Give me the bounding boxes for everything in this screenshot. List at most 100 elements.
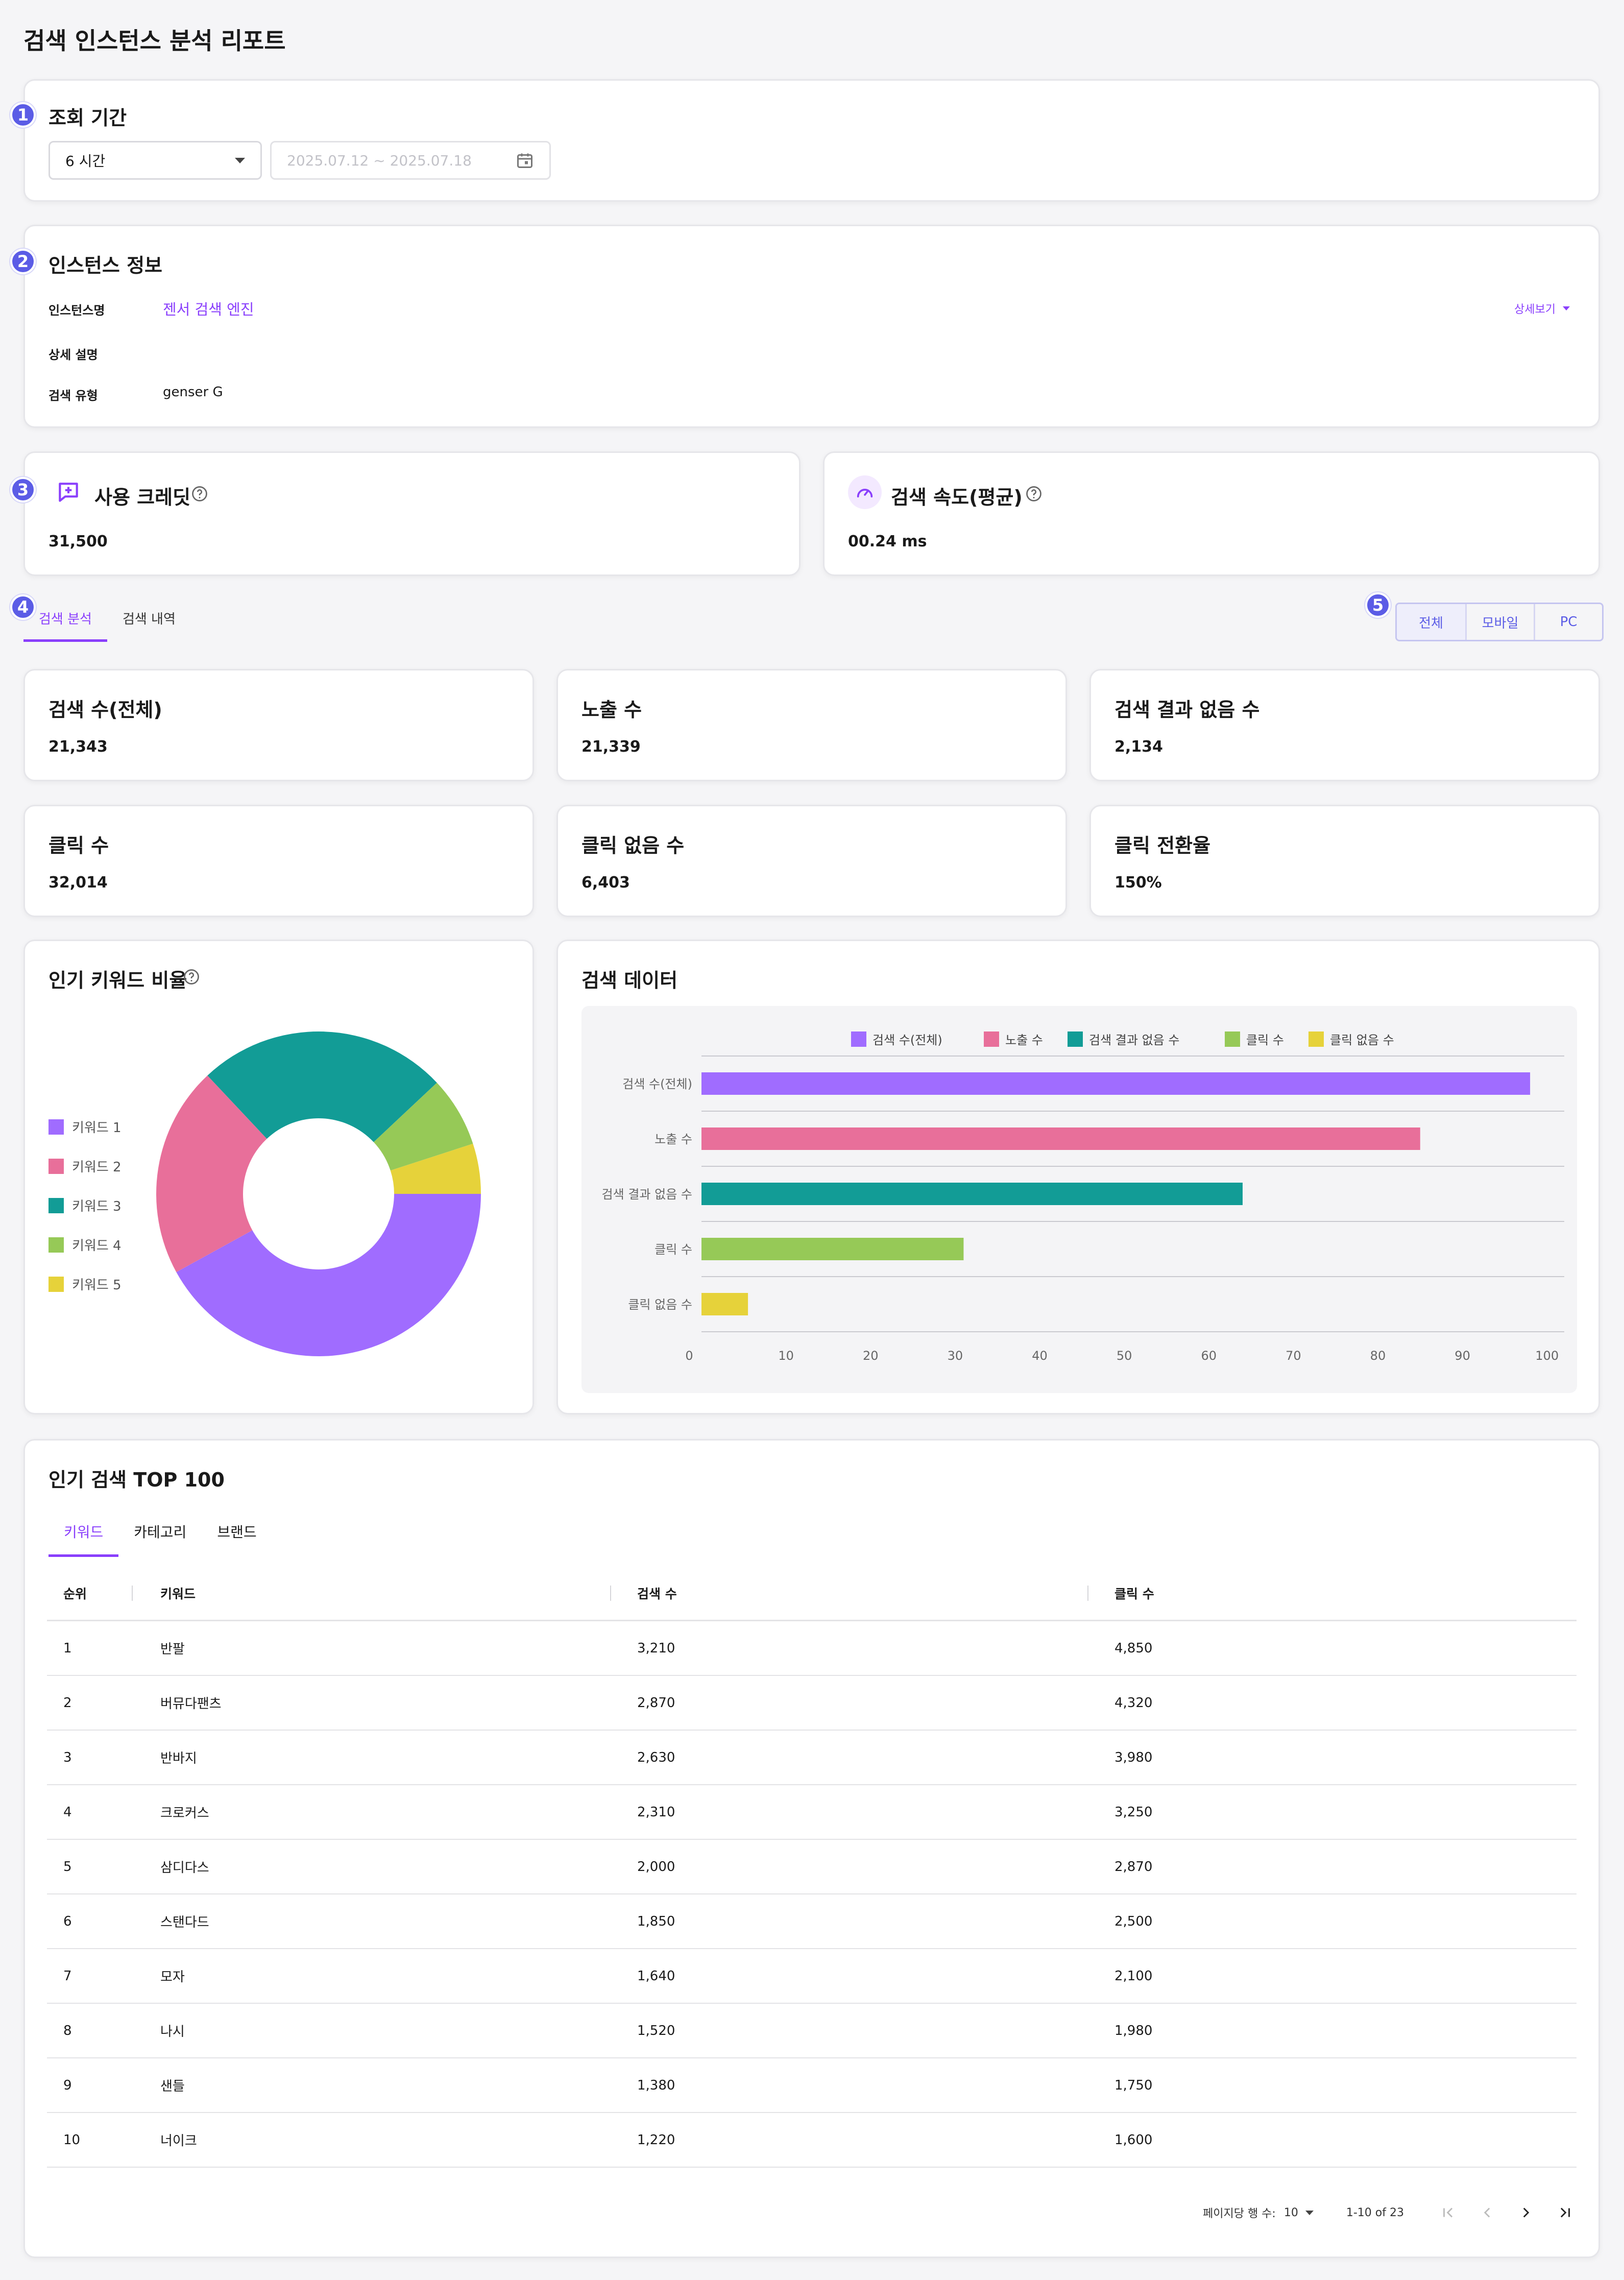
legend-label: 검색 수(전체) — [872, 1033, 942, 1047]
metric-value: 6,403 — [581, 874, 630, 892]
subtab-brand[interactable]: 브랜드 — [217, 1524, 257, 1541]
chevron-down-icon — [235, 157, 245, 163]
metric-value: 150% — [1114, 874, 1162, 892]
legend-item[interactable]: 클릭 수 — [1225, 1031, 1284, 1047]
pagination: 페이지당 행 수: 10 1-10 of 23 — [1203, 2204, 1573, 2221]
metric-value: 21,343 — [49, 738, 108, 756]
legend-swatch — [49, 1276, 64, 1292]
table-row[interactable]: 3 반바지 2,630 3,980 — [47, 1731, 1577, 1785]
segment-all[interactable]: 전체 — [1397, 604, 1465, 640]
keyword-cell: 모자 — [160, 1970, 185, 1985]
column-divider — [1087, 1586, 1088, 1601]
metric-title: 검색 수(전체) — [49, 699, 162, 721]
speed-title: 검색 속도(평균) — [891, 486, 1023, 509]
step-badge-4: 4 — [10, 594, 36, 620]
device-segment: 전체 모바일 PC — [1395, 603, 1604, 641]
table-row[interactable]: 7 모자 1,640 2,100 — [47, 1949, 1577, 2004]
legend-swatch — [49, 1119, 64, 1135]
click-count-cell: 4,850 — [1114, 1640, 1153, 1656]
keyword-ratio-title: 인기 키워드 비율 — [49, 969, 187, 992]
table-row[interactable]: 2 버뮤다팬츠 2,870 4,320 — [47, 1676, 1577, 1731]
keyword-cell: 나시 — [160, 2024, 185, 2039]
date-range-input[interactable]: 2025.07.12 ~ 2025.07.18 — [270, 141, 551, 180]
detail-toggle[interactable]: 상세보기 — [1514, 300, 1570, 317]
table-row[interactable]: 6 스탠다드 1,850 2,500 — [47, 1894, 1577, 1949]
legend-item[interactable]: 검색 수(전체) — [851, 1031, 942, 1047]
help-icon[interactable] — [1025, 485, 1043, 503]
rank-cell: 1 — [63, 1640, 72, 1656]
bar[interactable] — [701, 1072, 1531, 1095]
x-tick-label: 0 — [685, 1349, 693, 1363]
pie-slice[interactable] — [390, 1143, 481, 1194]
bar[interactable] — [701, 1293, 748, 1315]
segment-pc[interactable]: PC — [1534, 604, 1602, 640]
period-select[interactable]: 6 시간 — [49, 141, 262, 180]
rows-per-page-label: 페이지당 행 수: — [1203, 2207, 1276, 2220]
credit-card: 사용 크레딧 31,500 — [23, 451, 801, 576]
table-row[interactable]: 10 너이크 1,220 1,600 — [47, 2113, 1577, 2168]
last-page-icon[interactable] — [1556, 2204, 1573, 2221]
rank-cell: 4 — [63, 1804, 72, 1820]
legend-item[interactable]: 검색 결과 없음 수 — [1068, 1031, 1179, 1047]
help-icon[interactable] — [182, 968, 201, 986]
tab-search-analysis[interactable]: 검색 분석 — [23, 604, 107, 642]
legend-item[interactable]: 노출 수 — [984, 1031, 1043, 1047]
click-count-cell: 2,870 — [1114, 1859, 1153, 1875]
legend-item[interactable]: 키워드 4 — [49, 1235, 122, 1254]
next-page-icon[interactable] — [1517, 2204, 1535, 2221]
x-tick-label: 80 — [1370, 1349, 1386, 1363]
rows-per-page-select[interactable]: 10 — [1284, 2206, 1314, 2219]
legend-label: 키워드 4 — [72, 1238, 122, 1254]
metric-value: 32,014 — [49, 874, 108, 892]
table-row[interactable]: 4 크로커스 2,310 3,250 — [47, 1785, 1577, 1840]
legend-item[interactable]: 키워드 1 — [49, 1117, 122, 1136]
table-row[interactable]: 8 나시 1,520 1,980 — [47, 2004, 1577, 2058]
instance-name-link[interactable]: 젠서 검색 엔진 — [163, 301, 254, 318]
table-row[interactable]: 5 삼디다스 2,000 2,870 — [47, 1840, 1577, 1894]
tab-search-history[interactable]: 검색 내역 — [122, 612, 176, 627]
x-tick-label: 70 — [1286, 1349, 1301, 1363]
subtab-keyword[interactable]: 키워드 — [49, 1521, 119, 1557]
credit-title: 사용 크레딧 — [94, 486, 191, 509]
category-label: 클릭 수 — [655, 1242, 692, 1257]
bar[interactable] — [701, 1238, 964, 1260]
col-rank-header[interactable]: 순위 — [63, 1587, 87, 1601]
legend-label: 키워드 3 — [72, 1199, 122, 1214]
legend-swatch — [1308, 1031, 1324, 1047]
pie-slice[interactable] — [156, 1075, 267, 1273]
prev-page-icon[interactable] — [1478, 2204, 1496, 2221]
legend-label: 검색 결과 없음 수 — [1089, 1033, 1179, 1047]
pie-slice[interactable] — [176, 1194, 481, 1356]
table-row[interactable]: 1 반팔 3,210 4,850 — [47, 1621, 1577, 1676]
legend-item[interactable]: 키워드 2 — [49, 1157, 122, 1175]
category-label: 클릭 없음 수 — [628, 1298, 692, 1312]
step-badge-2: 2 — [10, 249, 36, 274]
keyword-cell: 크로커스 — [160, 1806, 209, 1821]
subtab-category[interactable]: 카테고리 — [134, 1524, 187, 1541]
metric-card: 검색 결과 없음 수 2,134 — [1089, 669, 1600, 781]
help-icon[interactable] — [190, 485, 209, 503]
pie-slice[interactable] — [207, 1031, 437, 1142]
bar[interactable] — [701, 1127, 1420, 1150]
pie-slice[interactable] — [373, 1083, 473, 1171]
col-search-count-header[interactable]: 검색 수 — [637, 1587, 677, 1601]
table-row[interactable]: 9 샌들 1,380 1,750 — [47, 2058, 1577, 2113]
chevron-down-icon — [1563, 306, 1570, 310]
credit-value: 31,500 — [49, 533, 108, 550]
x-tick-label: 20 — [863, 1349, 879, 1363]
period-select-value: 6 시간 — [65, 153, 106, 170]
legend-item[interactable]: 키워드 3 — [49, 1196, 122, 1215]
bar[interactable] — [701, 1183, 1243, 1205]
segment-mobile[interactable]: 모바일 — [1465, 604, 1534, 640]
first-page-icon[interactable] — [1440, 2204, 1457, 2221]
legend-label: 키워드 5 — [72, 1278, 122, 1293]
legend-item[interactable]: 클릭 없음 수 — [1308, 1031, 1394, 1047]
metric-card: 클릭 없음 수 6,403 — [556, 805, 1067, 917]
x-tick-label: 90 — [1455, 1349, 1470, 1363]
click-count-cell: 4,320 — [1114, 1695, 1153, 1711]
legend-item[interactable]: 키워드 5 — [49, 1275, 122, 1293]
period-title: 조회 기간 — [49, 107, 127, 129]
metric-title: 검색 결과 없음 수 — [1114, 699, 1260, 721]
col-keyword-header[interactable]: 키워드 — [160, 1587, 196, 1601]
col-click-count-header[interactable]: 클릭 수 — [1114, 1587, 1154, 1601]
